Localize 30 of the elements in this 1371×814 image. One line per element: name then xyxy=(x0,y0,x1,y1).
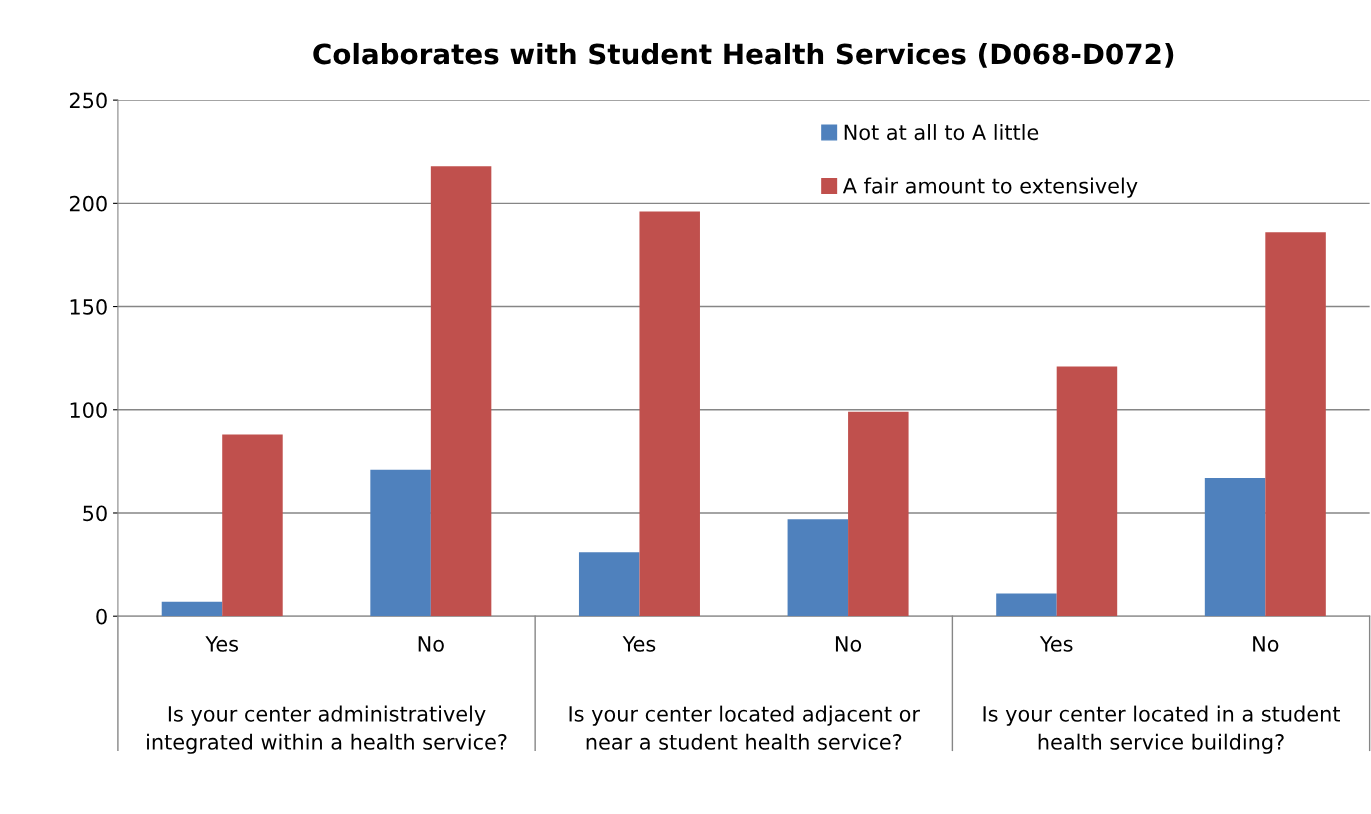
x-tick-label: No xyxy=(418,636,444,652)
bar xyxy=(430,166,492,617)
bar xyxy=(1265,232,1326,617)
text: Is your center administratively integrated within a health service? xyxy=(147,705,507,754)
bar xyxy=(848,411,909,617)
y-tick-label: 250 xyxy=(69,92,107,109)
bar xyxy=(1204,477,1266,617)
x-tick-label: No xyxy=(1253,636,1279,652)
x-tick-label: Yes xyxy=(1039,636,1073,652)
bar xyxy=(787,519,849,617)
bar xyxy=(222,434,283,617)
bar xyxy=(578,552,640,617)
bar xyxy=(370,469,431,617)
bar xyxy=(1056,366,1118,617)
text: Is your center located adjacent or near a student health service? xyxy=(569,705,920,750)
bar xyxy=(161,601,223,617)
x-tick-label: No xyxy=(835,636,862,652)
y-tick-label: 0 xyxy=(96,608,107,625)
chart-title: Colaborates with Student Health Services (D068-D072) xyxy=(313,42,1174,68)
x-tick-label: Yes xyxy=(205,636,239,652)
x-tick-label: Yes xyxy=(622,636,656,652)
legend-label: Not at all to A little xyxy=(844,124,1039,141)
bar xyxy=(996,593,1057,617)
bar xyxy=(639,211,700,617)
y-tick-label: 150 xyxy=(70,299,107,315)
legend-label: A fair amount to extensively xyxy=(842,177,1138,198)
y-tick-label: 100 xyxy=(70,402,107,418)
y-tick-label: 200 xyxy=(69,195,107,212)
y-tick-label: 50 xyxy=(83,505,107,522)
text: Is your center located in a student health service building? xyxy=(983,705,1340,754)
